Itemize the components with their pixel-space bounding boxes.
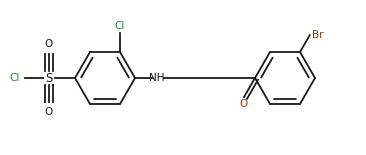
Text: Br: Br xyxy=(312,30,323,40)
Text: Cl: Cl xyxy=(115,20,125,31)
Text: Cl: Cl xyxy=(10,73,20,83)
Text: O: O xyxy=(239,99,247,109)
Text: O: O xyxy=(45,107,53,117)
Text: S: S xyxy=(45,71,53,84)
Text: NH: NH xyxy=(149,73,165,83)
Text: O: O xyxy=(45,39,53,49)
